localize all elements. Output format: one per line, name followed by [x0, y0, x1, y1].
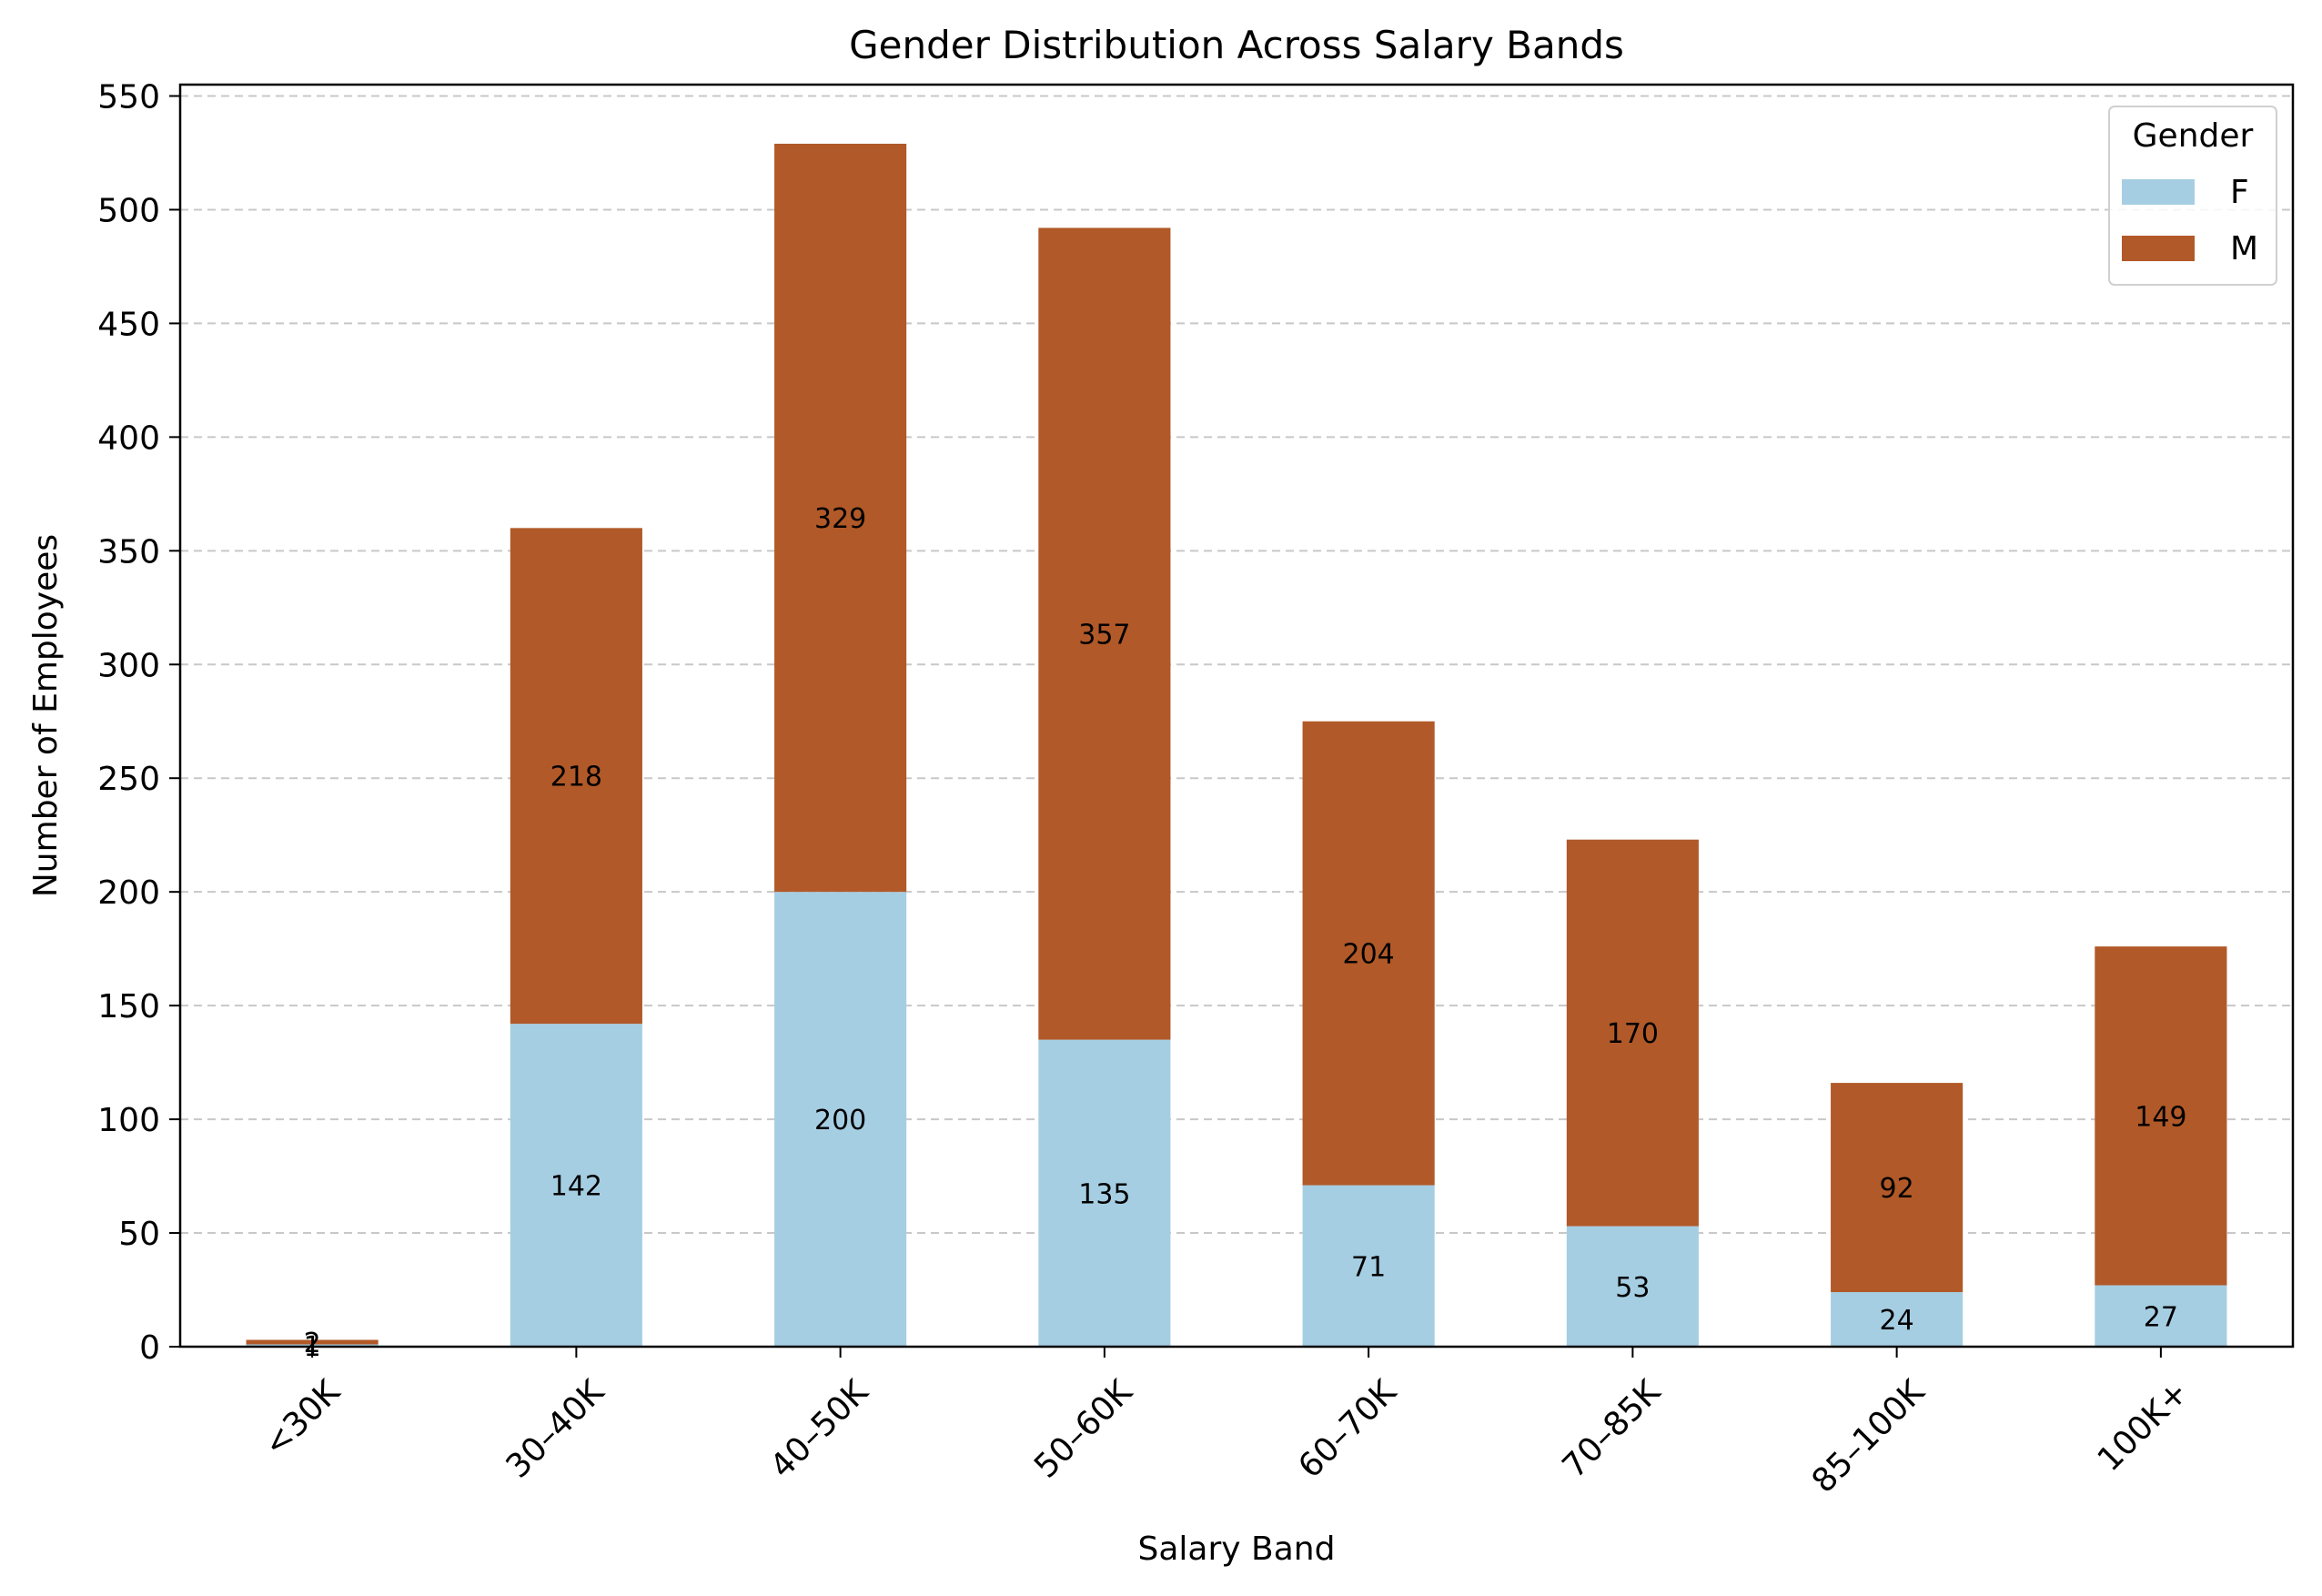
bar-f [1566, 1226, 1699, 1347]
x-tick-label: <30K [257, 1372, 348, 1463]
x-axis-label: Salary Band [1138, 1530, 1336, 1568]
bar-value-label: 92 [1880, 1173, 1914, 1205]
y-tick-label: 150 [97, 988, 160, 1025]
bar-value-label: 218 [550, 762, 602, 793]
bar-value-label: 24 [1880, 1305, 1914, 1337]
bars [246, 143, 2227, 1347]
x-axis: <30K 30–40K 40–50K 50–60K 60–70K 70–85K 85–100… [257, 1347, 2196, 1500]
bar-value-label: 329 [814, 503, 866, 535]
bar-value-label: 170 [1607, 1018, 1659, 1050]
x-tick-label: 30–40K [500, 1372, 612, 1485]
legend-label-m: M [2230, 230, 2258, 268]
y-tick-label: 100 [97, 1102, 160, 1139]
y-tick-label: 500 [97, 192, 160, 229]
y-tick-label: 400 [97, 419, 160, 457]
y-tick-label: 0 [139, 1329, 160, 1367]
bar-value-label: 27 [2144, 1301, 2178, 1333]
bar-f [2095, 1285, 2227, 1347]
bar-m [2095, 946, 2227, 1286]
bar-value-label: 2 [304, 1328, 321, 1359]
x-tick-label: 40–50K [763, 1372, 876, 1485]
bar-m [1831, 1083, 1964, 1293]
bar-m [510, 528, 642, 1025]
bar-f [510, 1024, 642, 1347]
bar-f [1038, 1039, 1171, 1347]
bar-value-label: 204 [1342, 939, 1394, 971]
x-tick-label: 100K+ [2091, 1373, 2196, 1479]
legend-label-f: F [2230, 174, 2249, 211]
legend-swatch-f [2122, 179, 2195, 205]
y-tick-label: 200 [97, 874, 160, 912]
bar-f [1302, 1185, 1435, 1347]
bar-value-label: 135 [1078, 1178, 1130, 1210]
x-tick-label: 70–85K [1556, 1372, 1669, 1485]
plot-frame [178, 83, 2295, 1349]
y-tick-label: 350 [97, 533, 160, 571]
bar-m [1566, 839, 1699, 1227]
y-tick-label: 250 [97, 761, 160, 798]
x-tick-label: 85–100K [1805, 1372, 1933, 1500]
bar-m [1038, 227, 1171, 1040]
bar-f [1831, 1292, 1964, 1347]
bar-value-label: 357 [1078, 620, 1130, 652]
bar-value-label: 142 [550, 1171, 602, 1203]
x-tick-label: 60–70K [1291, 1372, 1404, 1485]
legend: Gender FM [2108, 106, 2277, 286]
chart-title: Gender Distribution Across Salary Bands [849, 23, 1624, 67]
bar-value-label: 53 [1615, 1272, 1650, 1304]
y-axis: 0 50 100 150 200 250 300 350 400 450 500 550 [97, 78, 180, 1367]
bar-f [774, 892, 907, 1347]
y-tick-label: 450 [97, 306, 160, 343]
bar-value-label: 71 [1351, 1251, 1386, 1283]
x-tick-label: 50–60K [1027, 1372, 1140, 1485]
y-tick-label: 550 [97, 78, 160, 116]
legend-title: Gender [2133, 117, 2254, 155]
bar-m [246, 1339, 379, 1345]
y-tick-label: 300 [97, 647, 160, 684]
bar-m [774, 143, 907, 893]
y-axis-label: Number of Employees [27, 534, 65, 897]
y-tick-label: 50 [118, 1216, 160, 1253]
bar-value-label: 149 [2135, 1101, 2186, 1133]
legend-swatch-m [2122, 236, 2195, 261]
grid-lines [180, 95, 2293, 1348]
bar-m [1302, 721, 1435, 1186]
bar-value-label: 200 [814, 1105, 866, 1136]
